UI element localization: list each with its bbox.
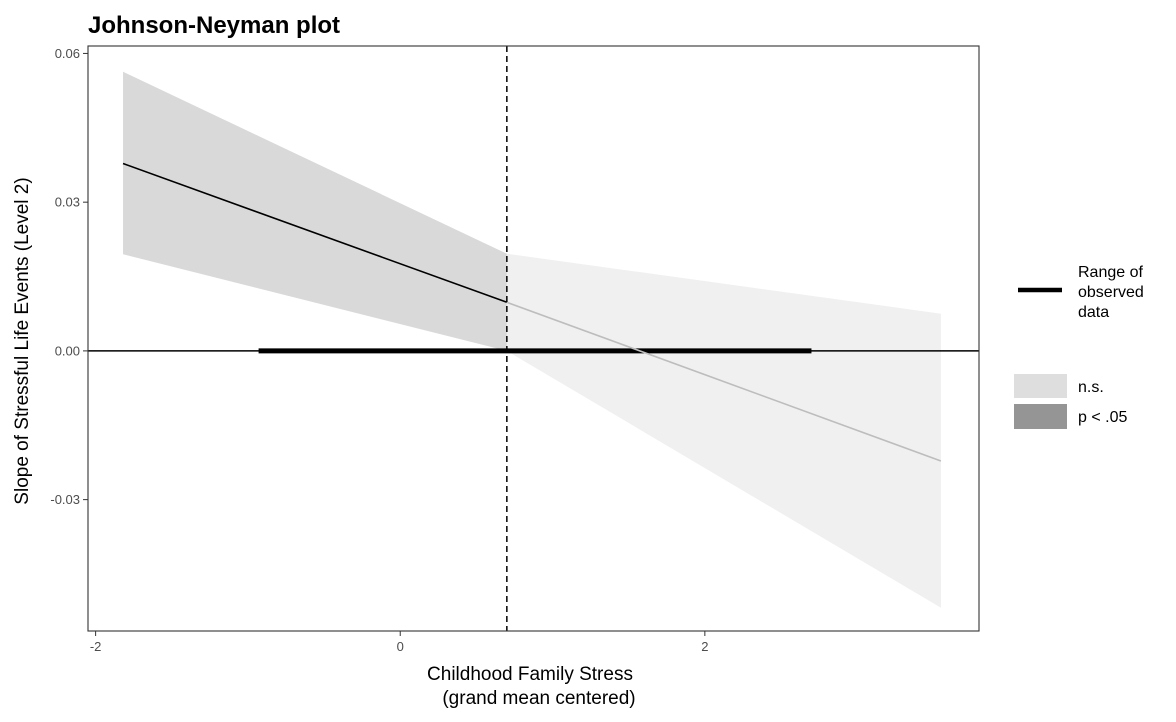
slope-line-significant [122, 162, 508, 304]
legend-range-label-line-1: Range of [1078, 264, 1143, 281]
confidence-band-nonsignificant [506, 253, 941, 608]
chart-title: Johnson-Neyman plot [88, 12, 340, 39]
y-tick-label: 0.00 [55, 343, 80, 358]
legend-range-label-line-2: observed [1078, 284, 1144, 301]
legend: Range of observed data n.s. p < .05 [1014, 264, 1144, 429]
y-tick-label: -0.03 [50, 492, 80, 507]
y-tick-label: 0.06 [55, 46, 80, 61]
axes: -0.03 0.00 0.03 0.06 -2 0 2 [50, 45, 980, 654]
x-tick-label: 2 [701, 639, 708, 654]
x-tick-label: 0 [397, 639, 404, 654]
x-axis-title-line-2: (grand mean centered) [442, 688, 635, 709]
x-axis-title-line-1: Childhood Family Stress [427, 664, 633, 685]
slope-line-nonsignificant [506, 301, 942, 462]
x-tick-label: -2 [90, 639, 102, 654]
y-axis-title: Slope of Stressful Life Events (Level 2) [12, 177, 33, 504]
confidence-band-significant [123, 71, 507, 351]
legend-ns-swatch [1014, 374, 1067, 398]
legend-sig-label: p < .05 [1078, 409, 1127, 426]
legend-ns-label: n.s. [1078, 379, 1104, 396]
y-tick-label: 0.03 [55, 195, 80, 210]
legend-range-label-line-3: data [1078, 304, 1109, 321]
legend-sig-swatch [1014, 404, 1067, 429]
plot-panel-border [87, 45, 980, 632]
plot-area [88, 46, 979, 631]
